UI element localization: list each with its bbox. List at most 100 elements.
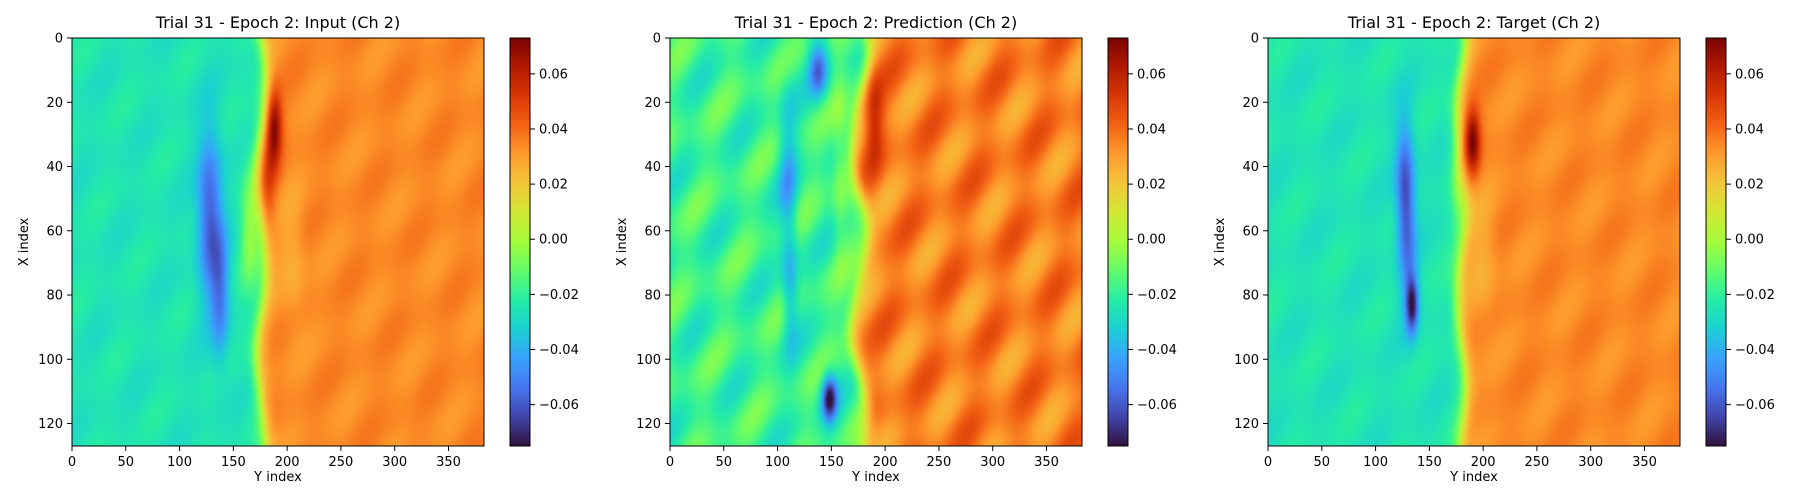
y-tick-label: 100 xyxy=(636,353,661,368)
y-axis: 0 20 40 60 80 100 120 xyxy=(38,32,72,432)
y-tick-label: 40 xyxy=(644,160,661,175)
x-tick-label: 100 xyxy=(167,455,192,470)
y-tick-label: 120 xyxy=(38,417,63,432)
x-axis: 0 50 100 150 200 250 300 350 xyxy=(666,446,1059,470)
colorbar-tick-label: 0.06 xyxy=(1137,67,1166,82)
x-tick-label: 150 xyxy=(1417,455,1442,470)
colorbar-tick-label: 0.04 xyxy=(539,122,568,137)
colorbar-gradient xyxy=(1107,37,1129,447)
colorbar-tick-label: 0.00 xyxy=(1735,233,1764,248)
panel-title: Trial 31 - Epoch 2: Target (Ch 2) xyxy=(1347,13,1600,32)
y-tick-label: 20 xyxy=(644,96,661,111)
colorbar: 0.06 0.04 0.02 0.00 −0.02 −0.04 −0.06 xyxy=(509,37,579,447)
y-tick-label: 20 xyxy=(46,96,63,111)
y-tick-label: 80 xyxy=(1242,289,1259,304)
y-axis-label: X index xyxy=(1213,217,1228,266)
panel-prediction: Trial 31 - Epoch 2: Prediction (Ch 2) 0 5… xyxy=(615,13,1177,485)
x-axis-label: Y index xyxy=(1449,470,1498,485)
x-tick-label: 0 xyxy=(1264,455,1272,470)
heatmap-image xyxy=(72,38,484,446)
colorbar-tick-label: −0.02 xyxy=(539,288,579,303)
y-tick-label: 80 xyxy=(46,289,63,304)
colorbar-tick-label: 0.06 xyxy=(539,67,568,82)
x-axis-label: Y index xyxy=(253,470,302,485)
heatmap-image xyxy=(1268,38,1680,446)
y-tick-label: 0 xyxy=(1251,32,1259,47)
x-tick-label: 150 xyxy=(819,455,844,470)
colorbar: 0.06 0.04 0.02 0.00 −0.02 −0.04 −0.06 xyxy=(1107,37,1177,447)
colorbar-tick-label: 0.04 xyxy=(1735,122,1764,137)
x-tick-label: 350 xyxy=(1632,455,1657,470)
heatmap-plot xyxy=(669,37,1083,447)
y-axis-label: X index xyxy=(615,217,630,266)
colorbar-tick-label: 0.02 xyxy=(1137,178,1166,193)
panel-input: Trial 31 - Epoch 2: Input (Ch 2) 0 50 100 1… xyxy=(17,13,579,485)
x-tick-label: 300 xyxy=(1578,455,1603,470)
x-tick-label: 350 xyxy=(1034,455,1059,470)
x-tick-label: 0 xyxy=(666,455,674,470)
colorbar-gradient xyxy=(1705,37,1727,447)
x-tick-label: 200 xyxy=(275,455,300,470)
colorbar-tick-label: −0.04 xyxy=(1137,343,1177,358)
colorbar-gradient xyxy=(509,37,531,447)
plot-frame xyxy=(669,37,1083,447)
x-tick-label: 200 xyxy=(873,455,898,470)
colorbar-tick-label: 0.02 xyxy=(1735,178,1764,193)
colorbar-tick-label: 0.06 xyxy=(1735,67,1764,82)
heatmap-plot xyxy=(1267,37,1681,447)
y-tick-label: 0 xyxy=(653,32,661,47)
x-tick-label: 350 xyxy=(436,455,461,470)
colorbar-tick-label: 0.00 xyxy=(539,233,568,248)
y-tick-label: 100 xyxy=(38,353,63,368)
y-tick-label: 60 xyxy=(46,224,63,239)
plot-frame xyxy=(71,37,485,447)
colorbar-tick-label: −0.06 xyxy=(1735,398,1775,413)
x-tick-label: 250 xyxy=(927,455,952,470)
x-tick-label: 50 xyxy=(716,455,733,470)
colorbar-tick-label: −0.06 xyxy=(539,398,579,413)
colorbar-tick-label: −0.06 xyxy=(1137,398,1177,413)
panel-title: Trial 31 - Epoch 2: Prediction (Ch 2) xyxy=(734,13,1017,32)
colorbar-tick-label: −0.04 xyxy=(539,343,579,358)
y-tick-label: 60 xyxy=(1242,224,1259,239)
x-tick-label: 0 xyxy=(68,455,76,470)
x-tick-label: 300 xyxy=(382,455,407,470)
y-tick-label: 40 xyxy=(46,160,63,175)
x-tick-label: 100 xyxy=(765,455,790,470)
x-axis: 0 50 100 150 200 250 300 350 xyxy=(1264,446,1657,470)
colorbar-tick-label: 0.02 xyxy=(539,178,568,193)
colorbar-tick-label: −0.04 xyxy=(1735,343,1775,358)
panel-target: Trial 31 - Epoch 2: Target (Ch 2) 0 50 100… xyxy=(1213,13,1775,485)
y-tick-label: 120 xyxy=(1234,417,1259,432)
colorbar-tick-label: 0.04 xyxy=(1137,122,1166,137)
colorbar: 0.06 0.04 0.02 0.00 −0.02 −0.04 −0.06 xyxy=(1705,37,1775,447)
heatmap-plot xyxy=(71,37,485,447)
x-tick-label: 250 xyxy=(329,455,354,470)
y-tick-label: 120 xyxy=(636,417,661,432)
x-tick-label: 300 xyxy=(980,455,1005,470)
colorbar-tick-label: 0.00 xyxy=(1137,233,1166,248)
y-tick-label: 60 xyxy=(644,224,661,239)
x-tick-label: 50 xyxy=(1314,455,1331,470)
y-tick-label: 80 xyxy=(644,289,661,304)
x-axis-label: Y index xyxy=(851,470,900,485)
y-tick-label: 40 xyxy=(1242,160,1259,175)
colorbar-tick-label: −0.02 xyxy=(1137,288,1177,303)
y-axis: 0 20 40 60 80 100 120 xyxy=(636,32,670,432)
y-axis-label: X index xyxy=(17,217,32,266)
panel-title: Trial 31 - Epoch 2: Input (Ch 2) xyxy=(155,13,400,32)
x-tick-label: 250 xyxy=(1525,455,1550,470)
y-tick-label: 0 xyxy=(55,32,63,47)
y-axis: 0 20 40 60 80 100 120 xyxy=(1234,32,1268,432)
y-tick-label: 100 xyxy=(1234,353,1259,368)
x-tick-label: 50 xyxy=(118,455,135,470)
x-tick-label: 200 xyxy=(1471,455,1496,470)
x-axis: 0 50 100 150 200 250 300 350 xyxy=(68,446,461,470)
colorbar-tick-label: −0.02 xyxy=(1735,288,1775,303)
plot-frame xyxy=(1267,37,1681,447)
y-tick-label: 20 xyxy=(1242,96,1259,111)
x-tick-label: 150 xyxy=(221,455,246,470)
heatmap-image xyxy=(670,38,1082,446)
x-tick-label: 100 xyxy=(1363,455,1388,470)
